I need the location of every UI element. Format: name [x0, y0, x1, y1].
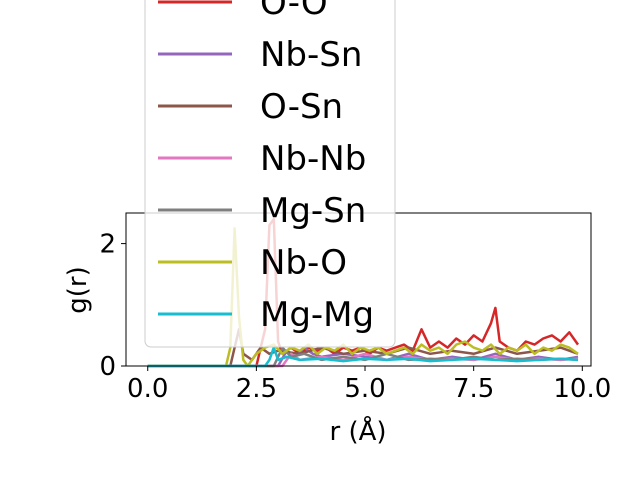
legend-label-nb-o: Nb-O: [260, 243, 347, 283]
legend-box: [144, 0, 396, 348]
legend-label-mg-mg: Mg-Mg: [260, 295, 374, 335]
y-ticks: 02: [99, 230, 126, 382]
legend-label-o-sn: O-Sn: [260, 87, 343, 127]
legend-label-mg-sn: Mg-Sn: [260, 191, 366, 231]
series-line-mg-sn: [147, 346, 579, 368]
x-tick-label: 10.0: [553, 374, 611, 404]
legend-label-o-o: O-O: [260, 0, 328, 23]
x-tick-label: 2.5: [236, 374, 277, 404]
y-tick-label: 2: [99, 230, 116, 260]
x-tick-label: 7.5: [453, 374, 494, 404]
series-line-nb-o: [147, 227, 579, 368]
series-line-mg-mg: [147, 346, 579, 368]
legend-label-nb-nb: Nb-Nb: [260, 139, 366, 179]
x-ticks: 0.0 2.5 5.0 7.5 10.0: [127, 366, 611, 404]
x-axis-label: r (Å): [329, 415, 386, 447]
legend-label-nb-sn: Nb-Sn: [260, 35, 362, 75]
legend: O-O Nb-Sn O-Sn Nb-Nb Mg-Sn Nb-O Mg-Mg: [144, 0, 396, 348]
y-tick-label: 0: [99, 352, 116, 382]
x-tick-label: 5.0: [344, 374, 385, 404]
legend-entries: O-O Nb-Sn O-Sn Nb-Nb Mg-Sn Nb-O Mg-Mg: [158, 0, 374, 335]
y-axis-label: g(r): [63, 266, 93, 313]
x-tick-label: 0.0: [127, 374, 168, 404]
